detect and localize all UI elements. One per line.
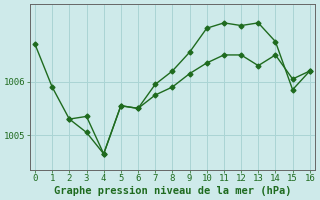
X-axis label: Graphe pression niveau de la mer (hPa): Graphe pression niveau de la mer (hPa) bbox=[54, 186, 291, 196]
